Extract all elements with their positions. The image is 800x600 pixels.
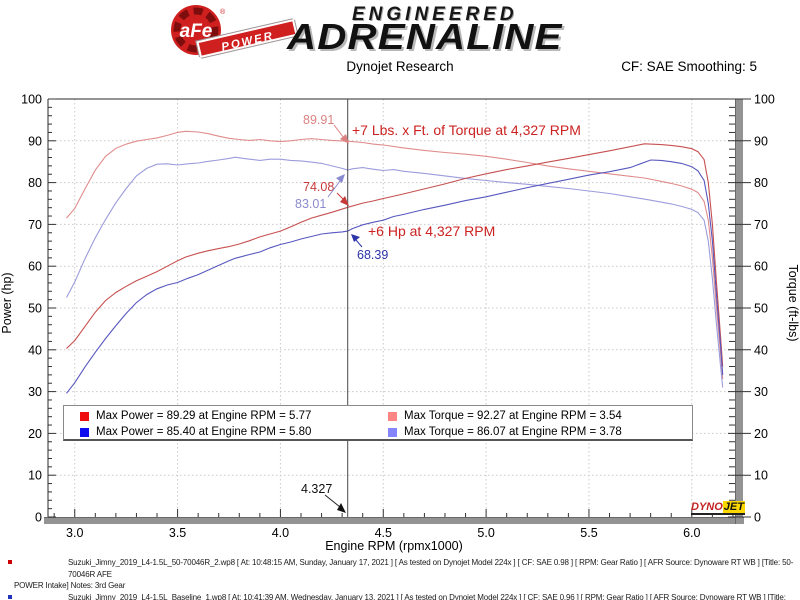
dynojet-logo-dyno: DYNO bbox=[691, 501, 723, 513]
svg-text:0: 0 bbox=[754, 511, 761, 525]
legend-swatch-icon bbox=[80, 411, 89, 421]
legend-item: Max Torque = 86.07 at Engine RPM = 3.78 bbox=[388, 426, 692, 438]
svg-text:10: 10 bbox=[28, 469, 42, 483]
chart-title: Dynojet Research bbox=[346, 59, 454, 74]
svg-text:3.5: 3.5 bbox=[169, 526, 186, 540]
svg-text:90: 90 bbox=[754, 134, 768, 148]
svg-text:60: 60 bbox=[754, 260, 768, 274]
svg-text:40: 40 bbox=[28, 343, 42, 357]
svg-text:100: 100 bbox=[754, 93, 775, 107]
footnote: Suzuki_Jimny_2019_L4-1.5L_Baseline_1.wp8… bbox=[0, 592, 800, 600]
aperture-blades-icon bbox=[173, 7, 219, 53]
right-axis-bar bbox=[735, 99, 743, 524]
svg-text:10: 10 bbox=[754, 469, 768, 483]
arrowhead-torque-afe bbox=[340, 134, 349, 144]
svg-text:90: 90 bbox=[28, 134, 42, 148]
legend-label: Max Torque = 86.07 at Engine RPM = 3.78 bbox=[404, 426, 622, 438]
footnote-text: Suzuki_Jimny_2019_L4-1.5L_50-70046R_2.wp… bbox=[68, 558, 794, 579]
engineered-text: ENGINEERED bbox=[352, 4, 518, 25]
arrowhead-power-afe bbox=[340, 196, 349, 206]
svg-text:70: 70 bbox=[754, 218, 768, 232]
svg-text:50: 50 bbox=[28, 302, 42, 316]
footnote-bullet-icon bbox=[8, 594, 12, 599]
dyno-curves bbox=[66, 130, 724, 394]
legend-box: Max Power = 89.29 at Engine RPM = 5.77 Ma… bbox=[63, 405, 693, 441]
x-axis-title: Engine RPM (rpmx1000) bbox=[325, 539, 463, 553]
run-footnotes: Suzuki_Jimny_2019_L4-1.5L_50-70046R_2.wp… bbox=[0, 557, 800, 600]
x-axis-bar bbox=[44, 517, 744, 524]
arrowhead-cursor-rpm bbox=[337, 503, 346, 513]
series-torque-baseline bbox=[66, 156, 724, 388]
cursor-torque-baseline-value: 83.01 bbox=[295, 197, 326, 211]
svg-text:3.0: 3.0 bbox=[66, 526, 83, 540]
svg-text:0: 0 bbox=[35, 511, 42, 525]
footnote-text: POWER Intake] Notes: 3rd Gear bbox=[14, 581, 126, 590]
tick-labels: 0 0 10 10 20 20 30 30 40 40 50 50 60 60 70 70 80 80 90 90 10… bbox=[21, 93, 775, 541]
dynojet-logo-jet: JET bbox=[722, 501, 745, 513]
legend-label: Max Power = 89.29 at Engine RPM = 5.77 bbox=[96, 410, 312, 422]
series-power-afe bbox=[66, 143, 724, 367]
svg-text:100: 100 bbox=[21, 93, 42, 107]
svg-text:6.0: 6.0 bbox=[683, 526, 700, 540]
legend-swatch-icon bbox=[80, 427, 89, 437]
power-banner-text: POWER bbox=[220, 30, 276, 54]
dyno-chart-area: 0 0 10 10 20 20 30 30 40 40 50 50 60 60 70 70 80 80 90 90 10… bbox=[0, 93, 800, 554]
svg-text:60: 60 bbox=[28, 260, 42, 274]
arrowhead-power-baseline bbox=[351, 234, 360, 242]
legend-label: Max Torque = 92.27 at Engine RPM = 3.54 bbox=[404, 410, 622, 422]
svg-text:4.0: 4.0 bbox=[272, 526, 289, 540]
svg-text:20: 20 bbox=[754, 427, 768, 441]
cursor-rpm-label: 4.327 bbox=[301, 482, 332, 496]
svg-text:4.5: 4.5 bbox=[375, 526, 392, 540]
axis-ticks bbox=[48, 98, 751, 518]
arrowhead-torque-baseline bbox=[336, 174, 345, 183]
power-gain-annotation: +6 Hp at 4,327 RPM bbox=[368, 223, 495, 239]
svg-text:40: 40 bbox=[754, 343, 768, 357]
dynojet-logo: DYNOJET bbox=[691, 501, 745, 515]
svg-text:50: 50 bbox=[754, 302, 768, 316]
x-axis-bar-edge bbox=[44, 517, 744, 518]
right-axis-bar-edge bbox=[735, 99, 736, 524]
legend-swatch-icon bbox=[388, 411, 397, 421]
afe-power-logo: aFe ® bbox=[171, 5, 226, 55]
torque-gain-annotation: +7 Lbs. x Ft. of Torque at 4,327 RPM bbox=[352, 122, 581, 138]
arrow-torque-baseline bbox=[327, 180, 341, 198]
adrenaline-text: ADRENALINE bbox=[287, 16, 563, 57]
header: aFe ® POWER ENGINEERED ADRENALINE bbox=[0, 0, 800, 59]
footnote: Suzuki_Jimny_2019_L4-1.5L_50-70046R_2.wp… bbox=[0, 557, 800, 592]
cursor-power-baseline-value: 68.39 bbox=[357, 248, 388, 262]
svg-text:70: 70 bbox=[28, 218, 42, 232]
svg-text:80: 80 bbox=[28, 176, 42, 190]
legend-item: Max Torque = 92.27 at Engine RPM = 3.54 bbox=[388, 410, 692, 422]
registered-mark: ® bbox=[220, 8, 226, 16]
svg-text:30: 30 bbox=[754, 385, 768, 399]
arrow-cursor-rpm bbox=[324, 494, 341, 508]
legend-label: Max Power = 85.40 at Engine RPM = 5.80 bbox=[96, 426, 312, 438]
svg-text:80: 80 bbox=[754, 176, 768, 190]
gridlines bbox=[48, 99, 735, 517]
legend-swatch-icon bbox=[388, 427, 397, 437]
svg-text:5.5: 5.5 bbox=[580, 526, 597, 540]
legend-item: Max Power = 85.40 at Engine RPM = 5.80 bbox=[80, 426, 388, 438]
footnote-text: Suzuki_Jimny_2019_L4-1.5L_Baseline_1.wp8… bbox=[68, 592, 786, 600]
cursor-power-afe-value: 74.08 bbox=[303, 180, 334, 194]
arrow-power-baseline bbox=[355, 239, 363, 248]
arrow-torque-afe bbox=[333, 124, 345, 139]
svg-text:20: 20 bbox=[28, 427, 42, 441]
svg-text:30: 30 bbox=[28, 385, 42, 399]
cf-smoothing-label: CF: SAE Smoothing: 5 bbox=[621, 59, 757, 74]
right-axis-title: Torque (ft-lbs) bbox=[786, 264, 800, 341]
footnote-bullet-icon bbox=[8, 560, 12, 564]
legend-item: Max Power = 89.29 at Engine RPM = 5.77 bbox=[80, 410, 388, 422]
cursor-torque-afe-value: 89.91 bbox=[303, 113, 334, 127]
afe-logo-text: aFe bbox=[180, 21, 213, 42]
series-power-baseline bbox=[66, 159, 724, 394]
left-axis-title: Power (hp) bbox=[0, 272, 14, 333]
svg-text:5.0: 5.0 bbox=[477, 526, 494, 540]
